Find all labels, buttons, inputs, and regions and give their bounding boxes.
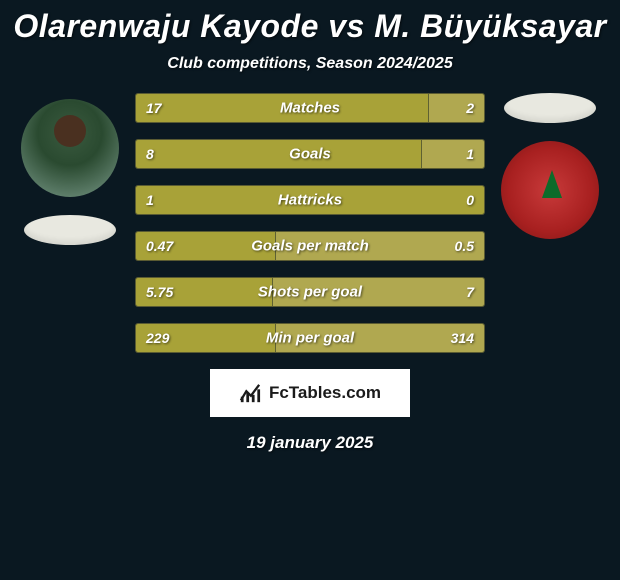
stat-divider — [428, 94, 429, 122]
subtitle: Club competitions, Season 2024/2025 — [167, 55, 452, 73]
stat-value-right: 1 — [466, 146, 474, 162]
stat-fill-right — [428, 94, 484, 122]
stat-label: Matches — [280, 100, 340, 117]
player-left-flag-oval — [24, 215, 116, 245]
comparison-panel: 17 2 Matches 8 1 Goals 1 0 Hattricks 0.47 0.5 Goals… — [0, 93, 620, 353]
brand-box[interactable]: FcTables.com — [210, 369, 410, 417]
stat-value-right: 0 — [466, 192, 474, 208]
stat-label: Min per goal — [266, 330, 354, 347]
stat-value-left: 229 — [146, 330, 169, 346]
stat-fill-left — [136, 140, 421, 168]
stat-value-right: 2 — [466, 100, 474, 116]
date-text: 19 january 2025 — [247, 433, 374, 453]
stat-value-left: 8 — [146, 146, 154, 162]
stat-divider — [421, 140, 422, 168]
stat-label: Shots per goal — [258, 284, 362, 301]
stat-value-left: 5.75 — [146, 284, 173, 300]
stat-fill-right — [421, 140, 484, 168]
stat-label: Goals — [289, 146, 331, 163]
player-right-flag-oval — [504, 93, 596, 123]
stat-value-left: 0.47 — [146, 238, 173, 254]
stat-value-left: 17 — [146, 100, 162, 116]
stat-divider — [484, 186, 485, 214]
stat-row: 5.75 7 Shots per goal — [135, 277, 485, 307]
left-side — [21, 93, 119, 245]
right-side — [501, 93, 599, 239]
stat-bars: 17 2 Matches 8 1 Goals 1 0 Hattricks 0.47 0.5 Goals… — [135, 93, 485, 353]
brand-text: FcTables.com — [269, 383, 381, 403]
stat-row: 17 2 Matches — [135, 93, 485, 123]
stat-value-right: 314 — [451, 330, 474, 346]
stat-label: Goals per match — [251, 238, 369, 255]
player-left-avatar — [21, 99, 119, 197]
stat-row: 8 1 Goals — [135, 139, 485, 169]
page-title: Olarenwaju Kayode vs M. Büyüksayar — [13, 8, 606, 45]
club-right-crest — [501, 141, 599, 239]
stat-value-left: 1 — [146, 192, 154, 208]
stat-label: Hattricks — [278, 192, 342, 209]
stat-value-right: 0.5 — [455, 238, 474, 254]
stat-value-right: 7 — [466, 284, 474, 300]
stat-row: 229 314 Min per goal — [135, 323, 485, 353]
chart-icon — [239, 382, 261, 404]
stat-row: 1 0 Hattricks — [135, 185, 485, 215]
stat-row: 0.47 0.5 Goals per match — [135, 231, 485, 261]
